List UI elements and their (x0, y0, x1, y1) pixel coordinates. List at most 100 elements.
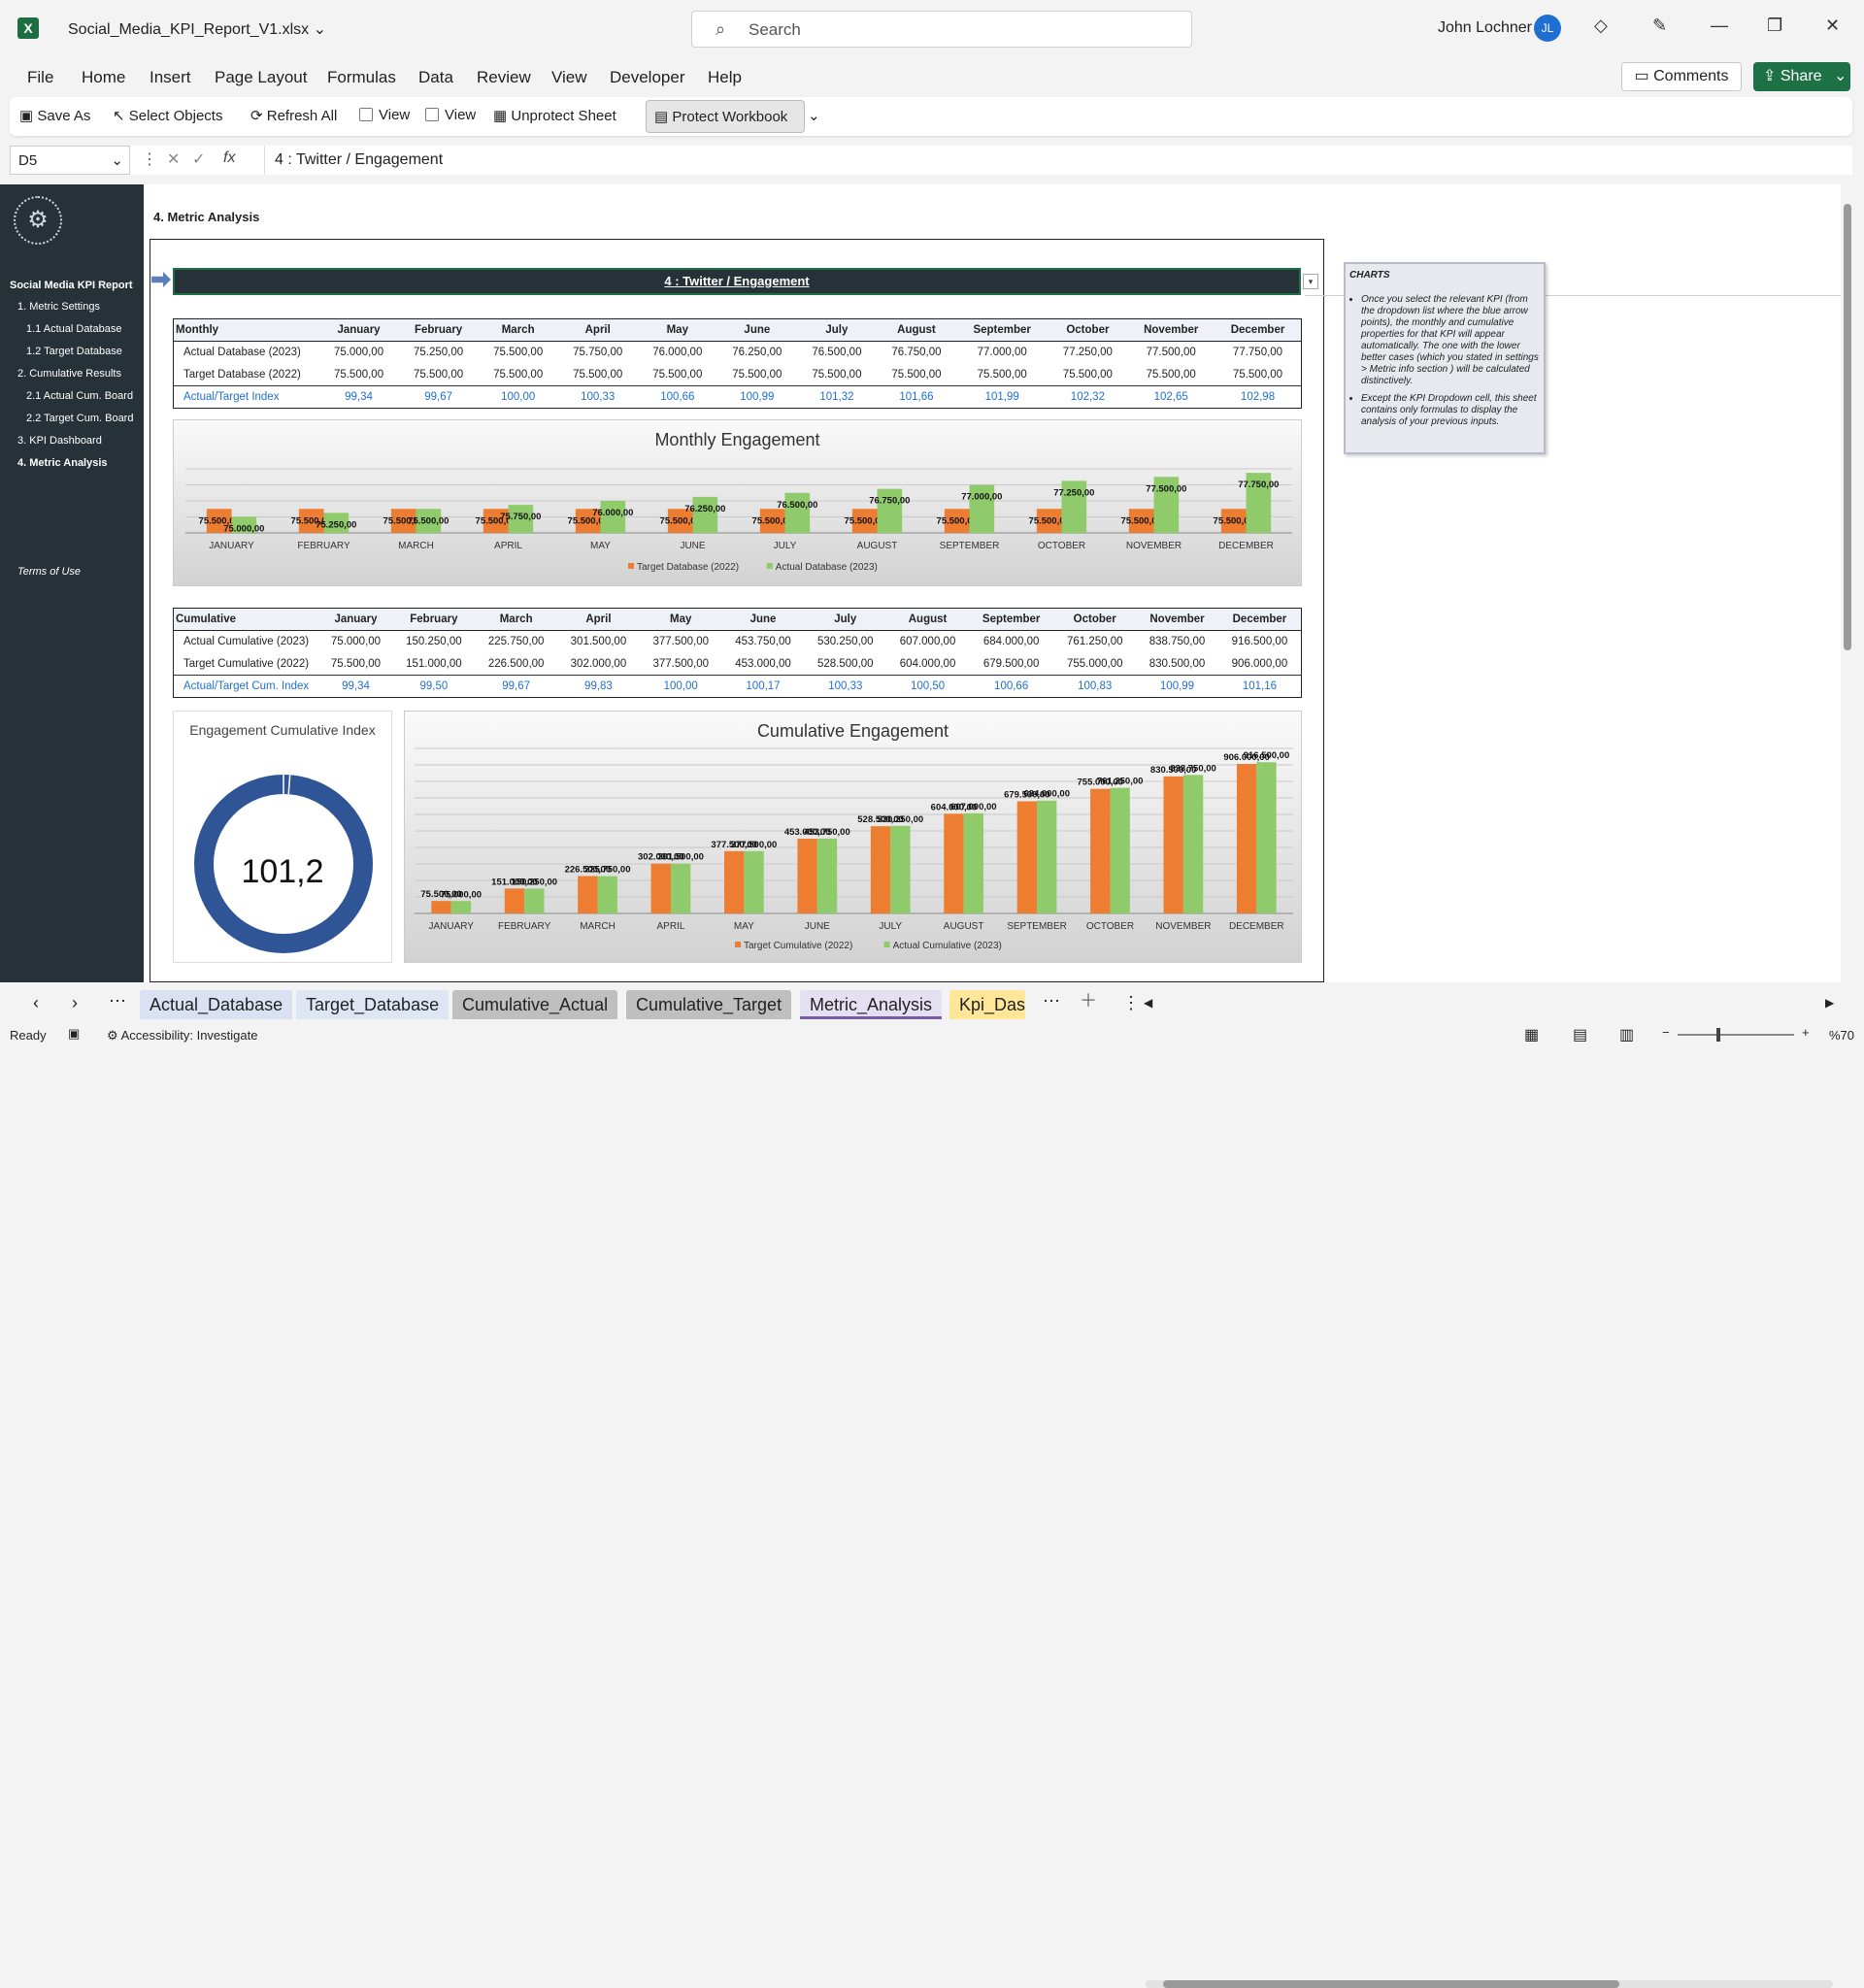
table-cell[interactable]: 99,50 (392, 675, 476, 698)
table-cell[interactable]: 100,66 (637, 385, 717, 409)
table-cell[interactable]: 75.500,00 (330, 657, 382, 670)
zoom-level[interactable]: %70 (1829, 1028, 1855, 1043)
options-icon[interactable]: ⋮ (1122, 993, 1140, 1012)
table-cell[interactable]: 75.500,00 (493, 347, 544, 359)
menu-page-layout[interactable]: Page Layout (215, 68, 308, 86)
file-name[interactable]: Social_Media_KPI_Report_V1.xlsx ⌄ (68, 21, 326, 38)
name-box[interactable]: D5 ⌄ (10, 146, 130, 175)
zoom-in-icon[interactable]: + (1802, 1025, 1810, 1040)
table-cell[interactable]: 916.500,00 (1231, 636, 1288, 648)
table-cell[interactable]: 75.000,00 (330, 636, 382, 648)
enter-icon[interactable]: ✓ (192, 151, 206, 168)
more-icon[interactable]: ⋮ (142, 151, 157, 168)
menu-formulas[interactable]: Formulas (327, 68, 396, 86)
table-cell[interactable]: 100,17 (721, 675, 805, 698)
table-cell[interactable]: 530.250,00 (817, 636, 874, 648)
table-cell[interactable]: 607.000,00 (899, 636, 956, 648)
comments-button[interactable]: ▭ Comments (1621, 62, 1742, 91)
table-cell[interactable]: 99,83 (557, 675, 640, 698)
terms-of-use-link[interactable]: Terms of Use (17, 566, 82, 578)
table-cell[interactable]: 102,65 (1127, 385, 1215, 409)
table-cell[interactable]: 679.500,00 (982, 657, 1040, 670)
scroll-thumb[interactable] (1163, 1980, 1619, 1988)
row-label[interactable]: Actual/Target Cum. Index (173, 675, 319, 698)
page-break-icon[interactable]: ▥ (1619, 1027, 1635, 1044)
tab-cumulative-actual[interactable]: Cumulative_Actual (452, 990, 618, 1019)
row-label[interactable]: Target Database (2022) (183, 368, 301, 381)
menu-data[interactable]: Data (418, 68, 453, 86)
save-as-button[interactable]: ▣ Save As (19, 108, 91, 124)
sidebar-title[interactable]: Social Media KPI Report (10, 280, 133, 291)
menu-review[interactable]: Review (477, 68, 531, 86)
table-cell[interactable]: 453.750,00 (735, 636, 791, 648)
table-cell[interactable]: 226.500,00 (487, 657, 545, 670)
horizontal-scrollbar[interactable] (1146, 1980, 1833, 1988)
table-cell[interactable]: 77.500,00 (1146, 347, 1196, 359)
sidebar-item-metric-analysis[interactable]: 4. Metric Analysis (17, 457, 108, 469)
table-cell[interactable]: 75.500,00 (732, 368, 782, 381)
table-cell[interactable]: 102,98 (1215, 385, 1302, 409)
menu-file[interactable]: File (27, 68, 54, 86)
dropdown-chevron-icon[interactable]: ▾ (1303, 274, 1318, 289)
table-cell[interactable]: 75.500,00 (1062, 368, 1113, 381)
page-layout-icon[interactable]: ▤ (1573, 1027, 1588, 1044)
table-cell[interactable]: 453.000,00 (735, 657, 791, 670)
table-cell[interactable]: 100,50 (886, 675, 969, 698)
table-cell[interactable]: 75.750,00 (573, 347, 623, 359)
table-cell[interactable]: 76.500,00 (812, 347, 862, 359)
table-cell[interactable]: 101,99 (956, 385, 1048, 409)
table-cell[interactable]: 99,67 (398, 385, 479, 409)
table-cell[interactable]: 101,32 (796, 385, 877, 409)
charts-note[interactable]: CHARTS Once you select the relevant KPI … (1344, 262, 1546, 454)
menu-help[interactable]: Help (708, 68, 742, 86)
view-checkbox-2[interactable]: View (425, 107, 476, 123)
table-cell[interactable]: 906.000,00 (1231, 657, 1288, 670)
kpi-selector-cell[interactable]: 4 : Twitter / Engagement (173, 268, 1301, 295)
table-cell[interactable]: 100,00 (639, 675, 722, 698)
table-cell[interactable]: 684.000,00 (982, 636, 1040, 648)
table-cell[interactable]: 77.750,00 (1232, 347, 1283, 359)
table-cell[interactable]: 75.500,00 (333, 368, 384, 381)
scroll-left-icon[interactable]: ◀ (1144, 996, 1153, 1010)
diamond-icon[interactable]: ◇ (1594, 16, 1608, 35)
view-checkbox-1[interactable]: View (359, 107, 410, 123)
table-cell[interactable]: 99,34 (318, 385, 399, 409)
ribbon-more-icon[interactable]: ⌄ (808, 108, 820, 124)
row-label[interactable]: Target Cumulative (2022) (183, 657, 310, 670)
table-cell[interactable]: 100,83 (1053, 675, 1137, 698)
cancel-icon[interactable]: ✕ (167, 151, 181, 168)
sidebar-item-actual-cum-board[interactable]: 2.1 Actual Cum. Board (26, 390, 134, 402)
tab-kpi-dash[interactable]: Kpi_Dash (949, 990, 1025, 1019)
row-label[interactable]: Actual/Target Index (173, 385, 319, 409)
sidebar-item-kpi-dashboard[interactable]: 3. KPI Dashboard (17, 435, 102, 447)
table-cell[interactable]: 604.000,00 (899, 657, 956, 670)
table-cell[interactable]: 100,33 (804, 675, 887, 698)
table-cell[interactable]: 77.000,00 (977, 347, 1027, 359)
table-cell[interactable]: 100,00 (478, 385, 558, 409)
more-sheets-icon[interactable]: ⋯ (109, 991, 126, 1011)
table-cell[interactable]: 225.750,00 (487, 636, 545, 648)
table-cell[interactable]: 100,99 (716, 385, 797, 409)
table-cell[interactable]: 75.500,00 (977, 368, 1027, 381)
normal-view-icon[interactable]: ▦ (1524, 1027, 1540, 1044)
function-icon[interactable]: fx (223, 149, 236, 166)
table-cell[interactable]: 101,16 (1217, 675, 1302, 698)
close-icon[interactable]: ✕ (1825, 16, 1841, 35)
sidebar-item-actual-database[interactable]: 1.1 Actual Database (26, 323, 122, 335)
table-cell[interactable]: 75.500,00 (652, 368, 703, 381)
accessibility-status[interactable]: ⚙ Accessibility: Investigate (107, 1028, 258, 1043)
cumulative-index-gauge[interactable]: Engagement Cumulative Index 101,2 (173, 711, 392, 963)
pen-icon[interactable]: ✎ (1652, 16, 1668, 35)
protect-workbook-button[interactable]: ▤ Protect Workbook (646, 100, 805, 133)
vertical-scrollbar[interactable] (1841, 184, 1854, 982)
table-cell[interactable]: 102,32 (1048, 385, 1128, 409)
table-cell[interactable]: 76.000,00 (652, 347, 703, 359)
table-cell[interactable]: 100,99 (1136, 675, 1218, 698)
table-cell[interactable]: 75.000,00 (333, 347, 384, 359)
zoom-slider[interactable] (1678, 1034, 1794, 1036)
more-tabs-icon[interactable]: ⋯ (1043, 991, 1060, 1011)
table-cell[interactable]: 75.500,00 (812, 368, 862, 381)
restore-icon[interactable]: ❐ (1767, 16, 1783, 35)
tab-metric-analysis[interactable]: Metric_Analysis (800, 990, 943, 1019)
table-cell[interactable]: 75.500,00 (1146, 368, 1196, 381)
